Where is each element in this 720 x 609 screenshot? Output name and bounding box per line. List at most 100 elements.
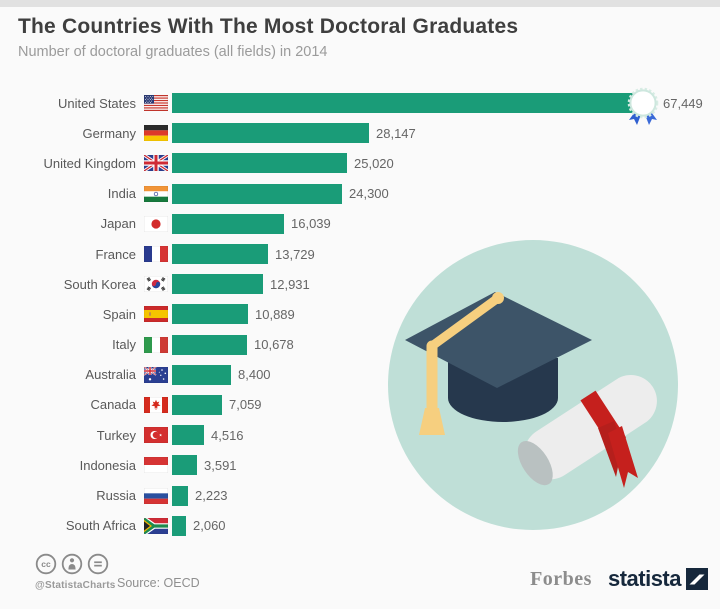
bar-row-russia: Russia 2,223 <box>0 480 720 510</box>
equals-icon <box>87 553 109 575</box>
value-label: 16,039 <box>291 216 331 232</box>
flag-canada-icon <box>144 396 168 413</box>
bar-row-canada: Canada 7,059 <box>0 390 720 420</box>
statista-handle: @StatistaCharts <box>35 580 116 591</box>
statista-wordmark: statista <box>607 566 682 591</box>
flag-italy-icon <box>144 336 168 353</box>
bar <box>172 425 204 446</box>
license-icons: cc <box>35 553 109 575</box>
country-label: Russia <box>96 488 136 504</box>
country-label: Spain <box>102 306 136 322</box>
flag-france-icon <box>144 246 168 263</box>
award-badge-icon <box>625 87 661 133</box>
source-label: Source: OECD <box>117 576 200 590</box>
country-label: India <box>107 186 136 202</box>
bar <box>172 123 369 144</box>
bar <box>172 153 347 174</box>
value-label: 28,147 <box>376 125 416 141</box>
bar-area: 8,400 <box>172 364 271 385</box>
bar-area: 2,060 <box>172 515 226 536</box>
value-label: 7,059 <box>229 397 262 413</box>
bar-area: 24,300 <box>172 183 389 204</box>
country-label: France <box>95 246 136 262</box>
value-label: 10,889 <box>255 306 295 322</box>
country-label: Turkey <box>96 427 136 443</box>
bar-area: 3,591 <box>172 455 237 476</box>
bar-area: 10,889 <box>172 304 295 325</box>
bar-row-france: France 13,729 <box>0 239 720 269</box>
bar-row-spain: Spain 10,889 <box>0 299 720 329</box>
value-label: 12,931 <box>270 276 310 292</box>
flag-russia-icon <box>144 487 168 504</box>
bar <box>172 394 222 415</box>
bar-area: 67,449 <box>172 87 703 126</box>
country-label: South Korea <box>63 276 136 292</box>
bar-row-australia: Australia 8,400 <box>0 360 720 390</box>
bar-row-united-states: United States 67,449 <box>0 87 720 126</box>
statista-mark-icon <box>686 568 708 590</box>
chart-title: The Countries With The Most Doctoral Gra… <box>18 15 519 38</box>
flag-germany-icon <box>144 125 168 142</box>
country-label: Indonesia <box>79 457 136 473</box>
bar-row-turkey: Turkey 4,516 <box>0 420 720 450</box>
value-label: 2,060 <box>193 518 226 534</box>
header: The Countries With The Most Doctoral Gra… <box>18 15 518 60</box>
bar-area: 16,039 <box>172 213 331 234</box>
bar <box>172 304 248 325</box>
bar <box>172 455 197 476</box>
country-label: Japan <box>100 216 136 232</box>
value-label: 24,300 <box>349 186 389 202</box>
flag-india-icon <box>144 185 168 202</box>
bar <box>172 244 268 265</box>
value-label: 13,729 <box>275 246 315 262</box>
bar-row-japan: Japan 16,039 <box>0 209 720 239</box>
flag-turkey-icon <box>144 427 168 444</box>
value-label: 3,591 <box>204 457 237 473</box>
flag-south-africa-icon <box>144 517 168 534</box>
bar-area: 10,678 <box>172 334 294 355</box>
bar-row-germany: Germany 28,147 <box>0 118 720 148</box>
bar-row-italy: Italy 10,678 <box>0 330 720 360</box>
bar-row-india: India 24,300 <box>0 179 720 209</box>
flag-united-states-icon <box>144 95 168 112</box>
top-strip <box>0 0 720 7</box>
bar-area: 28,147 <box>172 123 416 144</box>
attribution-icon <box>61 553 83 575</box>
bar-row-south-africa: South Africa 2,060 <box>0 511 720 541</box>
chart-subtitle: Number of doctoral graduates (all fields… <box>18 44 328 60</box>
value-label: 10,678 <box>254 337 294 353</box>
flag-spain-icon <box>144 306 168 323</box>
bar <box>172 183 342 204</box>
bar <box>172 334 247 355</box>
country-label: South Africa <box>65 518 136 534</box>
brand-logos: Forbes statista <box>530 566 708 592</box>
bar <box>172 274 263 295</box>
value-label: 2,223 <box>195 488 228 504</box>
country-label: United States <box>57 95 136 111</box>
graduation-illustration <box>388 240 678 530</box>
value-label: 4,516 <box>211 427 244 443</box>
flag-south-korea-icon <box>144 276 168 293</box>
cc-icon: cc <box>35 553 57 575</box>
value-label: 8,400 <box>238 367 271 383</box>
bar-row-south-korea: South Korea 12,931 <box>0 269 720 299</box>
graduation-cap-icon <box>388 240 678 530</box>
flag-united-kingdom-icon <box>144 155 168 172</box>
country-label: United Kingdom <box>43 155 137 171</box>
flag-indonesia-icon <box>144 457 168 474</box>
bar <box>172 87 659 126</box>
bar-area: 12,931 <box>172 274 310 295</box>
bar-row-united-kingdom: United Kingdom 25,020 <box>0 148 720 178</box>
bar-chart: United States 67,449 Germany 28,147 United K… <box>0 87 720 541</box>
bar-area: 13,729 <box>172 244 315 265</box>
bar-area: 25,020 <box>172 153 394 174</box>
bar <box>172 213 284 234</box>
value-label: 25,020 <box>354 155 394 171</box>
country-label: Italy <box>112 337 136 353</box>
forbes-logo: Forbes <box>530 567 592 590</box>
country-label: Germany <box>82 125 136 141</box>
flag-japan-icon <box>144 215 168 232</box>
bar <box>172 485 188 506</box>
country-label: Australia <box>85 367 136 383</box>
